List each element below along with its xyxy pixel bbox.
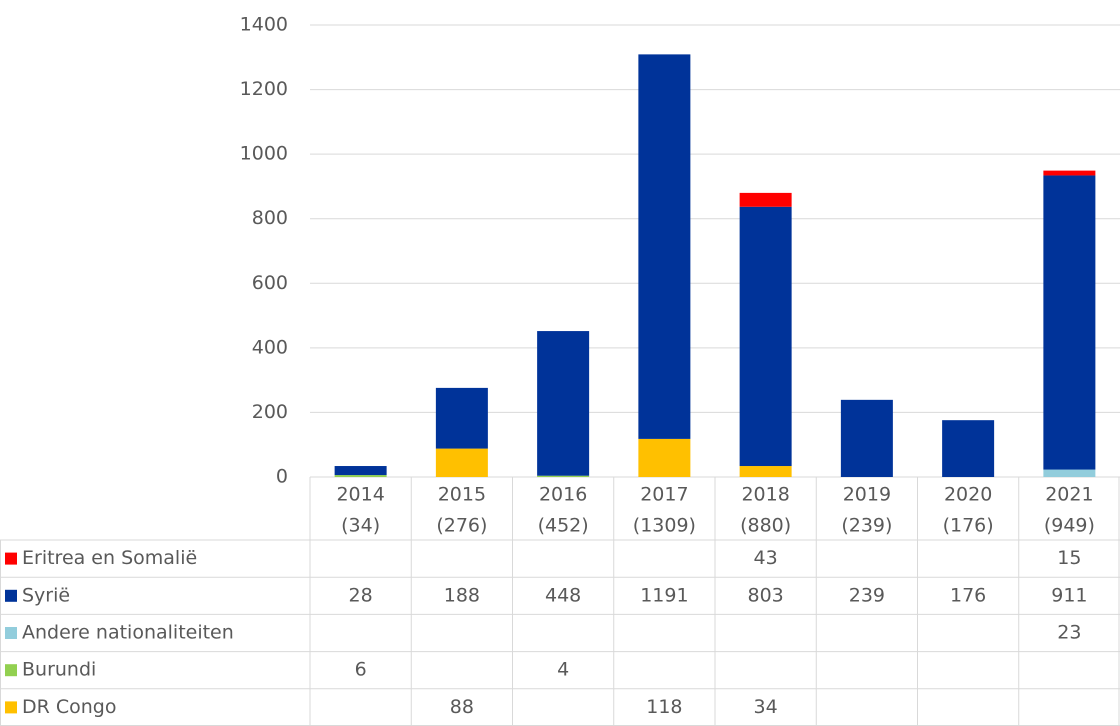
table-value: 1191 — [640, 584, 688, 606]
legend-swatch — [5, 589, 17, 602]
x-tick-label: (239) — [841, 515, 892, 537]
bar-segment — [334, 475, 387, 477]
table-value: 15 — [1057, 547, 1081, 569]
table-value: 6 — [355, 659, 367, 681]
bar-segment — [739, 192, 792, 207]
x-tick-label: 2018 — [741, 484, 789, 506]
legend-label: Eritrea en Somalië — [22, 547, 197, 569]
table-value: 88 — [450, 696, 474, 718]
table-value: 28 — [349, 584, 373, 606]
y-tick-label: 200 — [252, 401, 288, 423]
table-value: 34 — [754, 696, 778, 718]
bar-segment — [942, 420, 995, 477]
x-tick-label: 2015 — [438, 484, 486, 506]
bar-segment — [435, 448, 488, 477]
bar-segment — [537, 475, 590, 477]
bar-segment — [638, 54, 691, 439]
y-tick-label: 0 — [276, 466, 288, 488]
x-tick-label: (34) — [341, 515, 380, 537]
x-tick-label: 2020 — [944, 484, 992, 506]
y-tick-label: 1000 — [240, 143, 288, 165]
y-tick-label: 600 — [252, 272, 288, 294]
x-tick-label: (949) — [1044, 515, 1095, 537]
y-tick-label: 800 — [252, 207, 288, 229]
legend-label: Burundi — [22, 659, 96, 681]
bar-segment — [435, 387, 488, 449]
bar-segment — [1043, 469, 1096, 477]
legend-label: Syrië — [22, 584, 70, 606]
legend-swatch — [5, 552, 17, 565]
y-tick-label: 1400 — [240, 14, 288, 36]
bar-segment — [1043, 175, 1096, 470]
legend-label: DR Congo — [22, 696, 117, 718]
legend-swatch — [5, 664, 17, 677]
x-tick-label: (1309) — [633, 515, 696, 537]
legend-swatch — [5, 701, 17, 714]
bar-segment — [739, 466, 792, 477]
legend-swatch — [5, 627, 17, 639]
table-value: 4 — [557, 659, 569, 681]
bar-segment — [334, 466, 387, 476]
bar-segment — [1043, 170, 1096, 176]
x-tick-label: 2016 — [539, 484, 587, 506]
x-tick-label: 2021 — [1045, 484, 1093, 506]
table-value: 23 — [1057, 622, 1081, 644]
table-value: 118 — [646, 696, 682, 718]
table-value: 176 — [950, 584, 986, 606]
table-value: 188 — [444, 584, 480, 606]
x-tick-label: 2017 — [640, 484, 688, 506]
x-tick-label: (176) — [943, 515, 994, 537]
bar-segment — [739, 206, 792, 467]
bar-segment — [638, 438, 691, 477]
bar-segment — [840, 399, 893, 477]
table-value: 803 — [747, 584, 783, 606]
x-tick-label: 2014 — [336, 484, 384, 506]
y-tick-label: 400 — [252, 336, 288, 358]
bar-segment — [537, 331, 590, 476]
x-tick-label: (276) — [436, 515, 487, 537]
x-tick-label: (880) — [740, 515, 791, 537]
table-value: 43 — [754, 547, 778, 569]
legend-label: Andere nationaliteiten — [22, 622, 234, 644]
table-value: 911 — [1051, 584, 1087, 606]
x-tick-label: (452) — [538, 515, 589, 537]
table-value: 239 — [849, 584, 885, 606]
y-tick-label: 1200 — [240, 78, 288, 100]
table-value: 448 — [545, 584, 581, 606]
x-tick-label: 2019 — [843, 484, 891, 506]
